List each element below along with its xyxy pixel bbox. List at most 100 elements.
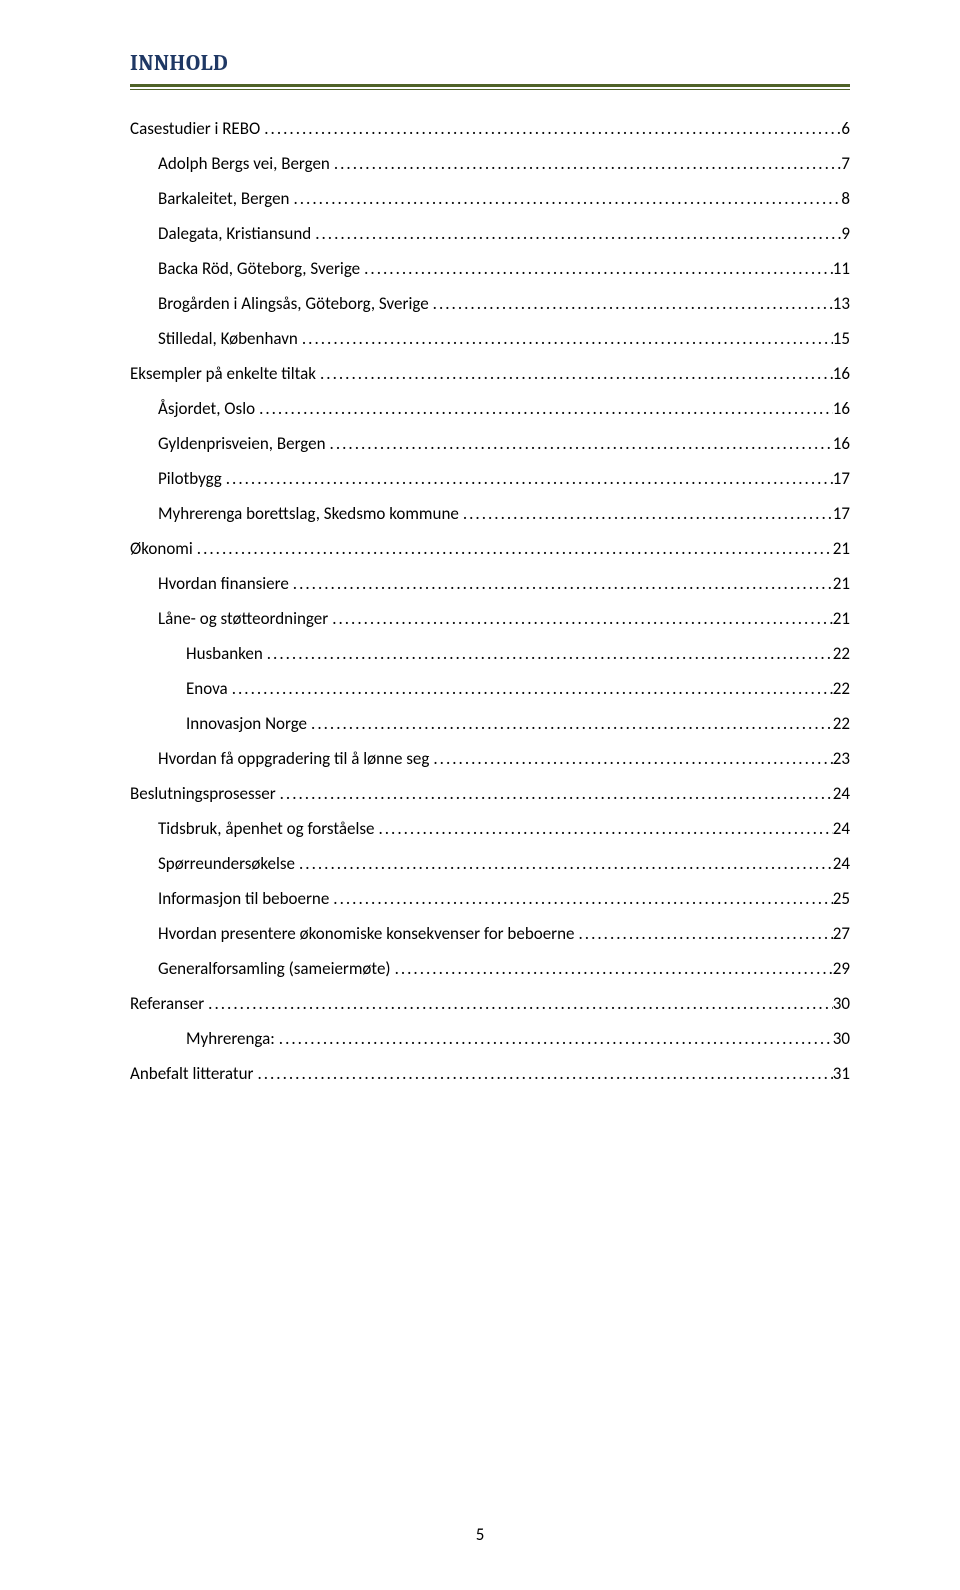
toc-entry-page: 25 — [833, 888, 850, 909]
toc-leader-dots: ........................................… — [204, 993, 833, 1014]
toc-row: Økonomi.................................… — [130, 538, 850, 559]
toc-leader-dots: ........................................… — [429, 293, 833, 314]
toc-entry-page: 9 — [841, 223, 850, 244]
toc-leader-dots: ........................................… — [330, 153, 842, 174]
toc-entry-label: Låne- og støtteordninger — [158, 608, 328, 629]
toc-entry-label: Åsjordet, Oslo — [158, 398, 255, 419]
toc-entry-page: 16 — [833, 363, 850, 384]
section-heading: INNHOLD — [130, 50, 850, 76]
toc-entry-label: Myhrerenga: — [186, 1028, 275, 1049]
toc-entry-page: 22 — [833, 678, 850, 699]
toc-row: Generalforsamling (sameiermøte).........… — [130, 958, 850, 979]
toc-entry-label: Beslutningsprosesser — [130, 783, 276, 804]
toc-entry-label: Casestudier i REBO — [130, 118, 260, 139]
toc-row: Myhrerenga borettslag, Skedsmo kommune..… — [130, 503, 850, 524]
toc-entry-page: 17 — [833, 468, 850, 489]
toc-row: Dalegata, Kristiansund..................… — [130, 223, 850, 244]
toc-entry-label: Hvordan få oppgradering til å lønne seg — [158, 748, 429, 769]
toc-entry-label: Generalforsamling (sameiermøte) — [158, 958, 391, 979]
toc-entry-page: 21 — [833, 608, 850, 629]
toc-row: Brogården i Alingsås, Göteborg, Sverige.… — [130, 293, 850, 314]
toc-entry-page: 24 — [833, 853, 850, 874]
toc-leader-dots: ........................................… — [289, 188, 841, 209]
toc-leader-dots: ........................................… — [459, 503, 833, 524]
toc-row: Åsjordet, Oslo..........................… — [130, 398, 850, 419]
toc-entry-label: Pilotbygg — [158, 468, 222, 489]
toc-leader-dots: ........................................… — [255, 398, 833, 419]
toc-entry-page: 24 — [833, 818, 850, 839]
toc-row: Hvordan presentere økonomiske konsekvens… — [130, 923, 850, 944]
toc-entry-label: Myhrerenga borettslag, Skedsmo kommune — [158, 503, 459, 524]
toc-entry-page: 30 — [833, 993, 850, 1014]
toc-row: Innovasjon Norge........................… — [130, 713, 850, 734]
toc-leader-dots: ........................................… — [328, 608, 833, 629]
toc-entry-page: 29 — [833, 958, 850, 979]
toc-leader-dots: ........................................… — [311, 223, 841, 244]
toc-entry-label: Referanser — [130, 993, 204, 1014]
toc-entry-label: Tidsbruk, åpenhet og forståelse — [158, 818, 374, 839]
toc-entry-page: 17 — [833, 503, 850, 524]
toc-entry-label: Spørreundersøkelse — [158, 853, 295, 874]
toc-entry-label: Dalegata, Kristiansund — [158, 223, 311, 244]
toc-entry-label: Husbanken — [186, 643, 263, 664]
toc-row: Hvordan finansiere......................… — [130, 573, 850, 594]
toc-row: Eksempler på enkelte tiltak.............… — [130, 363, 850, 384]
toc-entry-label: Hvordan presentere økonomiske konsekvens… — [158, 923, 575, 944]
toc-entry-page: 11 — [833, 258, 850, 279]
toc-entry-page: 22 — [833, 643, 850, 664]
toc-leader-dots: ........................................… — [326, 433, 833, 454]
toc-leader-dots: ........................................… — [360, 258, 833, 279]
toc-entry-page: 16 — [833, 433, 850, 454]
toc-row: Barkaleitet, Bergen.....................… — [130, 188, 850, 209]
toc-row: Referanser..............................… — [130, 993, 850, 1014]
toc-row: Spørreundersøkelse......................… — [130, 853, 850, 874]
toc-entry-page: 6 — [841, 118, 850, 139]
toc-leader-dots: ........................................… — [575, 923, 833, 944]
toc-entry-page: 30 — [833, 1028, 850, 1049]
toc-entry-label: Stilledal, København — [158, 328, 298, 349]
toc-leader-dots: ........................................… — [391, 958, 833, 979]
toc-entry-page: 21 — [833, 573, 850, 594]
toc-leader-dots: ........................................… — [307, 713, 833, 734]
toc-leader-dots: ........................................… — [275, 1028, 833, 1049]
toc-leader-dots: ........................................… — [298, 328, 833, 349]
toc-row: Adolph Bergs vei, Bergen................… — [130, 153, 850, 174]
toc-row: Casestudier i REBO......................… — [130, 118, 850, 139]
toc-entry-label: Hvordan finansiere — [158, 573, 289, 594]
toc-row: Gyldenprisveien, Bergen.................… — [130, 433, 850, 454]
toc-entry-page: 31 — [833, 1063, 850, 1084]
toc-row: Myhrerenga:.............................… — [130, 1028, 850, 1049]
toc-leader-dots: ........................................… — [374, 818, 832, 839]
toc-entry-page: 21 — [833, 538, 850, 559]
toc-leader-dots: ........................................… — [276, 783, 833, 804]
toc-entry-label: Økonomi — [130, 538, 193, 559]
toc-leader-dots: ........................................… — [260, 118, 841, 139]
toc-entry-page: 23 — [833, 748, 850, 769]
toc-leader-dots: ........................................… — [289, 573, 833, 594]
toc-row: Enova...................................… — [130, 678, 850, 699]
heading-rule — [130, 84, 850, 90]
toc-leader-dots: ........................................… — [253, 1063, 832, 1084]
table-of-contents: Casestudier i REBO......................… — [130, 118, 850, 1084]
toc-leader-dots: ........................................… — [193, 538, 833, 559]
toc-entry-label: Innovasjon Norge — [186, 713, 307, 734]
toc-entry-label: Eksempler på enkelte tiltak — [130, 363, 316, 384]
toc-row: Informasjon til beboerne................… — [130, 888, 850, 909]
toc-entry-page: 15 — [833, 328, 850, 349]
toc-leader-dots: ........................................… — [429, 748, 832, 769]
toc-leader-dots: ........................................… — [316, 363, 833, 384]
toc-leader-dots: ........................................… — [222, 468, 833, 489]
toc-entry-page: 22 — [833, 713, 850, 734]
toc-row: Hvordan få oppgradering til å lønne seg.… — [130, 748, 850, 769]
toc-row: Låne- og støtteordninger................… — [130, 608, 850, 629]
page-number: 5 — [0, 1524, 960, 1545]
toc-row: Backa Röd, Göteborg, Sverige............… — [130, 258, 850, 279]
toc-entry-label: Gyldenprisveien, Bergen — [158, 433, 326, 454]
toc-row: Anbefalt litteratur.....................… — [130, 1063, 850, 1084]
toc-row: Stilledal, København....................… — [130, 328, 850, 349]
toc-entry-label: Backa Röd, Göteborg, Sverige — [158, 258, 360, 279]
toc-entry-label: Informasjon til beboerne — [158, 888, 329, 909]
toc-entry-page: 7 — [841, 153, 850, 174]
toc-leader-dots: ........................................… — [228, 678, 833, 699]
toc-entry-page: 13 — [833, 293, 850, 314]
